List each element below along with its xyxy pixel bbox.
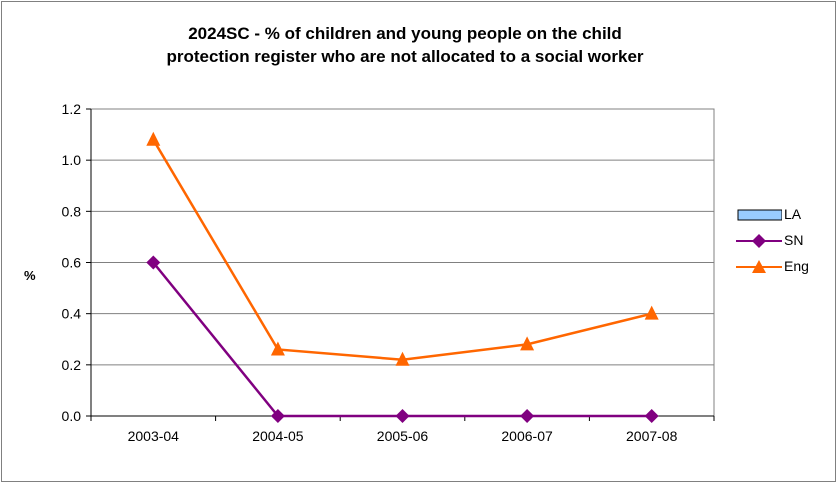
legend-label-eng: Eng [784,258,809,274]
y-axis-label: % [24,268,36,283]
y-tick-label: 0.0 [62,408,82,424]
legend-label-la: LA [784,206,802,222]
y-tick-label: 1.0 [62,152,82,168]
y-tick-label: 0.2 [62,357,82,373]
y-tick-label: 1.2 [62,101,82,117]
legend-label-sn: SN [784,232,804,248]
chart-title-line-1: 2024SC - % of children and young people … [188,24,622,43]
legend-swatch-sn [736,234,782,248]
x-tick-label: 2007-08 [626,428,678,444]
legend-item-eng: Eng [736,257,831,283]
data-point-eng [520,336,535,351]
legend: LA SN Eng [736,205,831,283]
x-tick-label: 2003-04 [128,428,180,444]
data-point-sn [146,255,161,270]
data-point-eng [395,351,410,366]
data-point-sn [270,409,285,423]
data-point-eng [270,341,285,356]
chart-title-line-2: protection register who are not allocate… [166,47,644,66]
y-tick-label: 0.4 [62,306,82,322]
y-tick-label: 0.8 [62,203,82,219]
x-tick-label: 2004-05 [252,428,304,444]
data-point-sn [520,409,535,423]
legend-item-la: LA [736,205,831,231]
data-point-eng [644,305,659,320]
legend-item-sn: SN [736,231,831,257]
y-tick-label: 0.6 [62,255,82,271]
legend-swatch-eng [736,260,782,273]
x-tick-label: 2006-07 [501,428,553,444]
data-point-sn [644,409,659,423]
data-point-eng [146,131,161,146]
legend-swatch-la [737,209,782,221]
x-tick-label: 2005-06 [377,428,429,444]
data-point-sn [395,409,410,423]
chart-title: 2024SC - % of children and young people … [60,22,750,68]
